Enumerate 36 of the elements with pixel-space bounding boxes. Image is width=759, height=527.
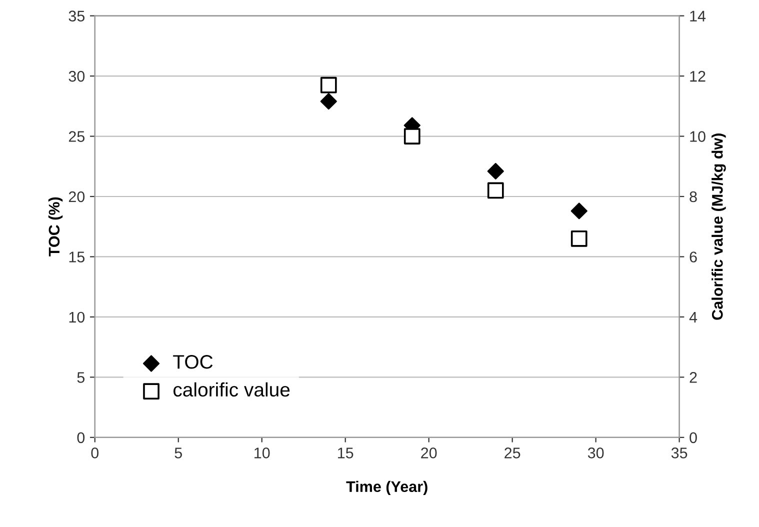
- y-tick-label: 15: [69, 252, 85, 262]
- x-tick-label: 35: [671, 448, 688, 458]
- x-tick-label: 25: [504, 448, 520, 458]
- y2-tick-label: 12: [690, 70, 706, 82]
- x-axis-title: Time (Year): [346, 480, 428, 496]
- point: [487, 162, 504, 180]
- point: [404, 128, 420, 144]
- x-tick-label: 0: [91, 448, 99, 458]
- legend-label: calorific value: [173, 382, 290, 397]
- y2-tick-label: 0: [690, 432, 697, 444]
- y-tick-label: 30: [68, 70, 85, 82]
- y-tick-label: 10: [69, 312, 85, 323]
- x-tick-label: 20: [421, 448, 437, 458]
- point: [320, 93, 337, 110]
- y-tick-label: 5: [77, 372, 85, 383]
- x-tick-label: 15: [338, 448, 354, 458]
- y-tick-label: 25: [68, 131, 85, 142]
- x-tick-label: 10: [254, 448, 270, 458]
- y2-tick-label: 8: [690, 191, 697, 202]
- y-tick-label: 20: [68, 191, 85, 202]
- y2-axis-title: Calorific value (MJ/kg dw): [712, 134, 726, 320]
- legend-label: TOC: [173, 355, 213, 369]
- point: [570, 202, 588, 220]
- y2-tick-label: 2: [690, 372, 697, 383]
- y-tick-label: 35: [68, 10, 85, 22]
- y2-tick-label: 10: [690, 131, 706, 142]
- y2-tick-label: 4: [689, 312, 698, 322]
- point: [320, 76, 337, 94]
- y-axis-title: TOC (%): [48, 197, 63, 256]
- x-tick-label: 5: [174, 448, 182, 458]
- y2-tick-label: 14: [690, 10, 706, 22]
- point: [487, 182, 504, 199]
- x-tick-label: 30: [588, 448, 604, 458]
- y2-tick-label: 6: [690, 252, 697, 262]
- y-tick-label: 0: [77, 432, 85, 444]
- point: [570, 230, 588, 247]
